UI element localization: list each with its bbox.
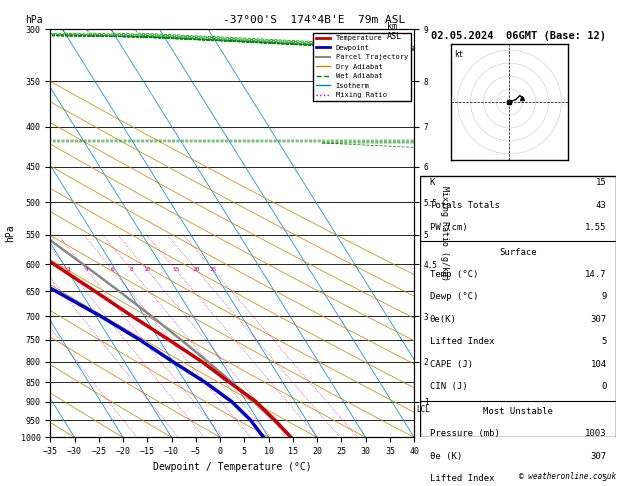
Text: 6: 6: [111, 267, 114, 272]
Text: 3: 3: [67, 267, 70, 272]
Y-axis label: Mixing Ratio (g/kg): Mixing Ratio (g/kg): [440, 186, 449, 281]
Text: 307: 307: [591, 451, 606, 461]
Text: Most Unstable: Most Unstable: [483, 407, 553, 416]
Text: © weatheronline.co.uk: © weatheronline.co.uk: [520, 472, 616, 481]
Text: 25: 25: [209, 267, 217, 272]
Text: km
ASL: km ASL: [387, 22, 402, 41]
Text: 9: 9: [601, 293, 606, 301]
Text: 15: 15: [172, 267, 179, 272]
Text: Temp (°C): Temp (°C): [430, 270, 478, 279]
Text: θe (K): θe (K): [430, 451, 462, 461]
Y-axis label: hPa: hPa: [5, 225, 15, 242]
Text: K: K: [430, 178, 435, 187]
Text: CIN (J): CIN (J): [430, 382, 467, 391]
Bar: [420, 176, 616, 437]
Text: 20: 20: [193, 267, 200, 272]
Text: Surface: Surface: [499, 247, 537, 257]
Text: 43: 43: [596, 201, 606, 209]
Text: 4: 4: [84, 267, 88, 272]
Text: PW (cm): PW (cm): [430, 223, 467, 232]
Text: 14.7: 14.7: [585, 270, 606, 279]
Text: θe(K): θe(K): [430, 315, 457, 324]
Text: 10: 10: [143, 267, 151, 272]
Text: hPa: hPa: [25, 15, 43, 25]
Text: Lifted Index: Lifted Index: [430, 337, 494, 347]
Text: CAPE (J): CAPE (J): [430, 360, 472, 369]
Text: Pressure (mb): Pressure (mb): [430, 429, 499, 438]
Text: -37°00'S  174°4B'E  79m ASL: -37°00'S 174°4B'E 79m ASL: [223, 15, 406, 25]
Text: 15: 15: [596, 178, 606, 187]
Text: LCL: LCL: [416, 405, 430, 414]
Text: kt: kt: [454, 50, 463, 59]
X-axis label: Dewpoint / Temperature (°C): Dewpoint / Temperature (°C): [153, 462, 311, 472]
Text: 307: 307: [591, 315, 606, 324]
Text: Dewp (°C): Dewp (°C): [430, 293, 478, 301]
Legend: Temperature, Dewpoint, Parcel Trajectory, Dry Adiabat, Wet Adiabat, Isotherm, Mi: Temperature, Dewpoint, Parcel Trajectory…: [313, 33, 411, 101]
Text: 1003: 1003: [585, 429, 606, 438]
Text: 0: 0: [601, 382, 606, 391]
Text: 1.55: 1.55: [585, 223, 606, 232]
Text: Lifted Index: Lifted Index: [430, 474, 494, 483]
Text: Totals Totals: Totals Totals: [430, 201, 499, 209]
Text: 8: 8: [130, 267, 133, 272]
Text: 02.05.2024  06GMT (Base: 12): 02.05.2024 06GMT (Base: 12): [431, 31, 606, 41]
Text: 5: 5: [601, 337, 606, 347]
Text: 5: 5: [601, 474, 606, 483]
Text: 104: 104: [591, 360, 606, 369]
